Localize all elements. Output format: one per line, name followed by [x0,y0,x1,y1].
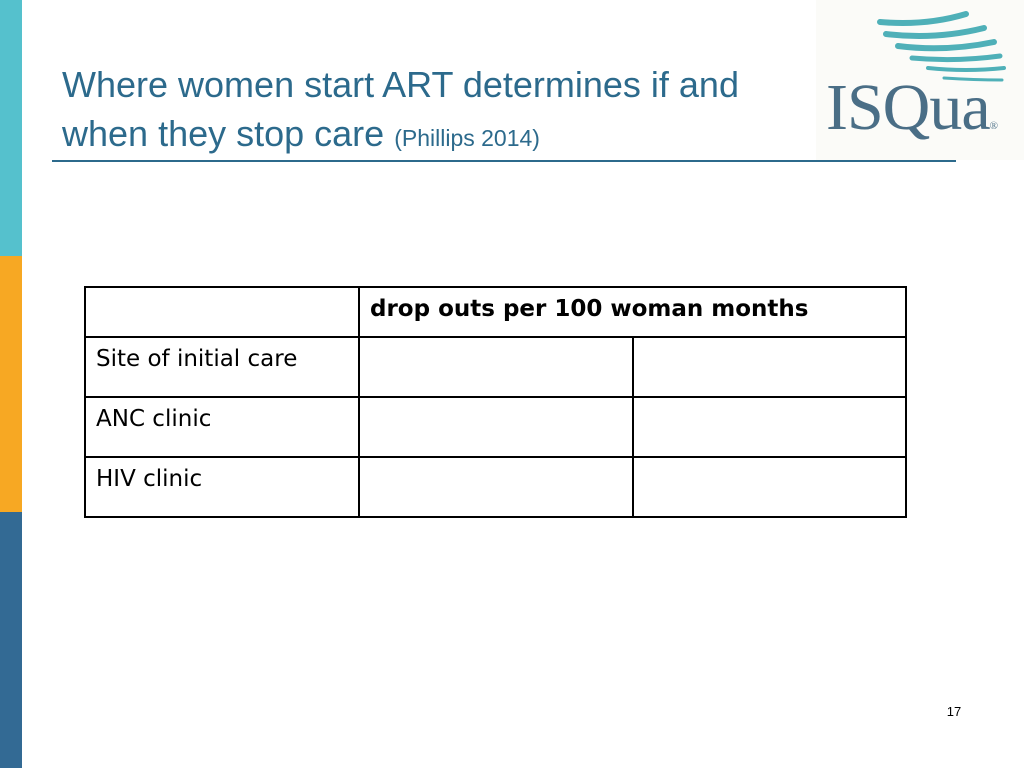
row-label-site: Site of initial care [84,336,360,398]
title-citation: (Phillips 2014) [394,125,540,151]
table-cell [358,336,634,398]
dropout-table: drop outs per 100 woman months Site of i… [84,286,907,518]
table-header-dropouts: drop outs per 100 woman months [358,286,907,338]
table-cell [358,396,634,458]
table-header-empty-cell [84,286,360,338]
table-row: HIV clinic [84,456,907,518]
side-bar-teal [0,0,22,256]
page-number: 17 [946,704,962,719]
isqua-logo: ISQua® [816,0,1024,160]
table-cell [632,456,907,518]
row-label-anc: ANC clinic [84,396,360,458]
table-cell [632,396,907,458]
logo-wordmark: ISQua® [826,71,998,144]
logo-swoosh-icon [877,11,1006,82]
table-cell [358,456,634,518]
table-row: Site of initial care [84,336,907,398]
slide-title: Where women start ART determines if and … [62,60,782,163]
table-row: ANC clinic [84,396,907,458]
table-header-row: drop outs per 100 woman months [84,286,907,338]
side-bar-orange [0,256,22,512]
title-underline [52,160,956,162]
row-label-hiv: HIV clinic [84,456,360,518]
side-bar-blue [0,512,22,768]
title-main: Where women start ART determines if and … [62,64,739,154]
table-cell [632,336,907,398]
